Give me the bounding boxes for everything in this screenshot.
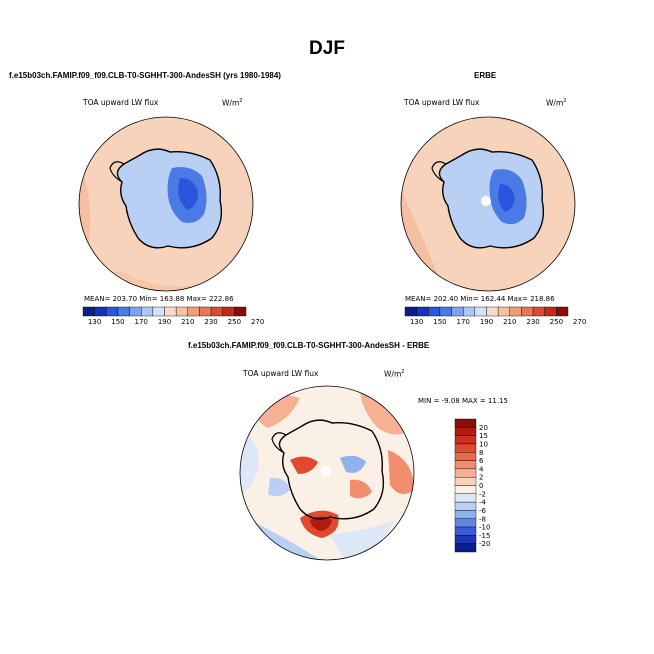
panel1-colorbar-tick: 230 <box>204 318 217 326</box>
panel3-colorbar-box <box>454 543 477 553</box>
panel2-colorbar-tick: 250 <box>550 318 563 326</box>
panel3-colorbar-box <box>454 460 477 470</box>
panel2-peninsula <box>431 161 447 183</box>
panel3-colorbar-box <box>454 468 477 478</box>
panel1-map-border <box>78 116 254 292</box>
panel1-title: f.e15b03ch.FAMIP.f09_f09.CLB-T0-SGHHT-30… <box>9 71 281 80</box>
panel3-map-border <box>239 385 415 561</box>
panel2-map-border <box>400 116 576 292</box>
panel3-colorbar-tick: 4 <box>479 465 484 473</box>
panel2-colorbar-tick: 270 <box>573 318 586 326</box>
panel3-colorbar-box <box>454 427 477 436</box>
panel2-colorbar-tick: 190 <box>480 318 493 326</box>
panel1-colorbar-tick: 150 <box>111 318 124 326</box>
panel3-colorbar-box <box>454 518 477 528</box>
panel3-stats: MIN = -9.08 MAX = 11.15 <box>418 397 508 405</box>
panel1-colorbar-tick: 130 <box>88 318 101 326</box>
panel3-colorbar-tick: 10 <box>479 440 488 448</box>
panel3-colorbar-box <box>454 485 477 495</box>
panel2-cold-core-inner <box>498 184 515 212</box>
panel3-colorbar-tick: -2 <box>479 490 486 498</box>
panel2-coastline <box>438 148 545 249</box>
panel1-colorbar-tick: 210 <box>181 318 194 326</box>
panel3-colorbar-box <box>454 510 477 519</box>
panel3-coastline <box>278 419 385 520</box>
panel1-variable: TOA upward LW flux <box>83 98 159 107</box>
panel3-cold-spot-2 <box>268 477 290 497</box>
panel3-colorbar-tick: -6 <box>479 507 487 515</box>
panel1-cold-core-inner <box>178 178 198 210</box>
panel1-colorbar-tick: 170 <box>135 318 148 326</box>
panel2-colorbar-tick: 210 <box>503 318 516 326</box>
panel3-colorbar-box <box>454 443 477 453</box>
panel1-coastline <box>116 148 223 249</box>
panel3-colorbar-box <box>454 418 477 428</box>
panel2-colorbar-tick: 170 <box>457 318 470 326</box>
panel2-colorbar-tick: 230 <box>526 318 539 326</box>
main-title: DJF <box>309 38 345 59</box>
panel2-pole-hole <box>481 196 491 206</box>
panel1-colorbar-tick: 190 <box>158 318 171 326</box>
panel2-colorbar-tick: 130 <box>410 318 423 326</box>
panel3-patch-b <box>240 430 259 495</box>
panel3-colorbar-tick: -4 <box>479 499 487 507</box>
panel1-colorbar-tick: 250 <box>228 318 241 326</box>
panel1-units: W/m2 <box>222 98 243 108</box>
panel3-title: f.e15b03ch.FAMIP.f09_f09.CLB-T0-SGHHT-30… <box>188 341 430 350</box>
panel3-pole-hole <box>321 466 331 476</box>
panel3-colorbar-box <box>454 452 477 461</box>
panel3-warm-spot <box>290 456 318 474</box>
panel3-colorbar-tick: 0 <box>479 482 483 490</box>
panel3-units: W/m2 <box>384 369 405 379</box>
panel2-units: W/m2 <box>546 98 567 108</box>
panel3-colorbar-box <box>454 476 477 486</box>
panel3-colorbar-box <box>454 493 477 503</box>
panel2-colorbar-box <box>556 306 569 317</box>
panel3-patch-c <box>360 390 410 435</box>
panel3-warm-spot-2 <box>350 479 372 499</box>
panel2-stats: MEAN= 202.40 Min= 162.44 Max= 218.86 <box>405 295 555 303</box>
panel3-colorbar-tick: 2 <box>479 474 483 482</box>
panel3-cold-spot <box>340 455 366 473</box>
panel3-colorbar-tick: 6 <box>479 457 484 465</box>
panel3-colorbar-tick: -10 <box>479 524 490 532</box>
panel3-peninsula <box>271 432 287 454</box>
panel3-colorbar-tick: 15 <box>479 432 488 440</box>
panel3-colorbar-box <box>454 535 477 544</box>
panel1-colorbar-box <box>234 306 247 317</box>
panel2-title: ERBE <box>474 71 497 80</box>
panel3-colorbar-tick: -20 <box>479 540 490 548</box>
panel3-patch-f <box>330 520 395 560</box>
panel3-colorbar-box <box>454 501 477 511</box>
panel3-colorbar-tick: 8 <box>479 449 483 457</box>
panel3-colorbar-tick: 20 <box>479 424 488 432</box>
panel3-colorbar-tick: -8 <box>479 515 486 523</box>
panel1-stats: MEAN= 203.70 Min= 163.88 Max= 222.86 <box>84 295 234 303</box>
panel1-colorbar-tick: 270 <box>251 318 264 326</box>
panel3-colorbar-box <box>454 526 477 536</box>
panel1-peninsula <box>109 161 125 183</box>
panel2-variable: TOA upward LW flux <box>404 98 480 107</box>
panel3-colorbar-box <box>454 435 477 445</box>
panel3-hot-spot-core <box>310 516 332 531</box>
panel2-colorbar-tick: 150 <box>433 318 446 326</box>
panel3-variable: TOA upward LW flux <box>243 369 319 378</box>
panel3-patch-d <box>388 450 414 494</box>
panel3-colorbar-tick: -15 <box>479 532 490 540</box>
